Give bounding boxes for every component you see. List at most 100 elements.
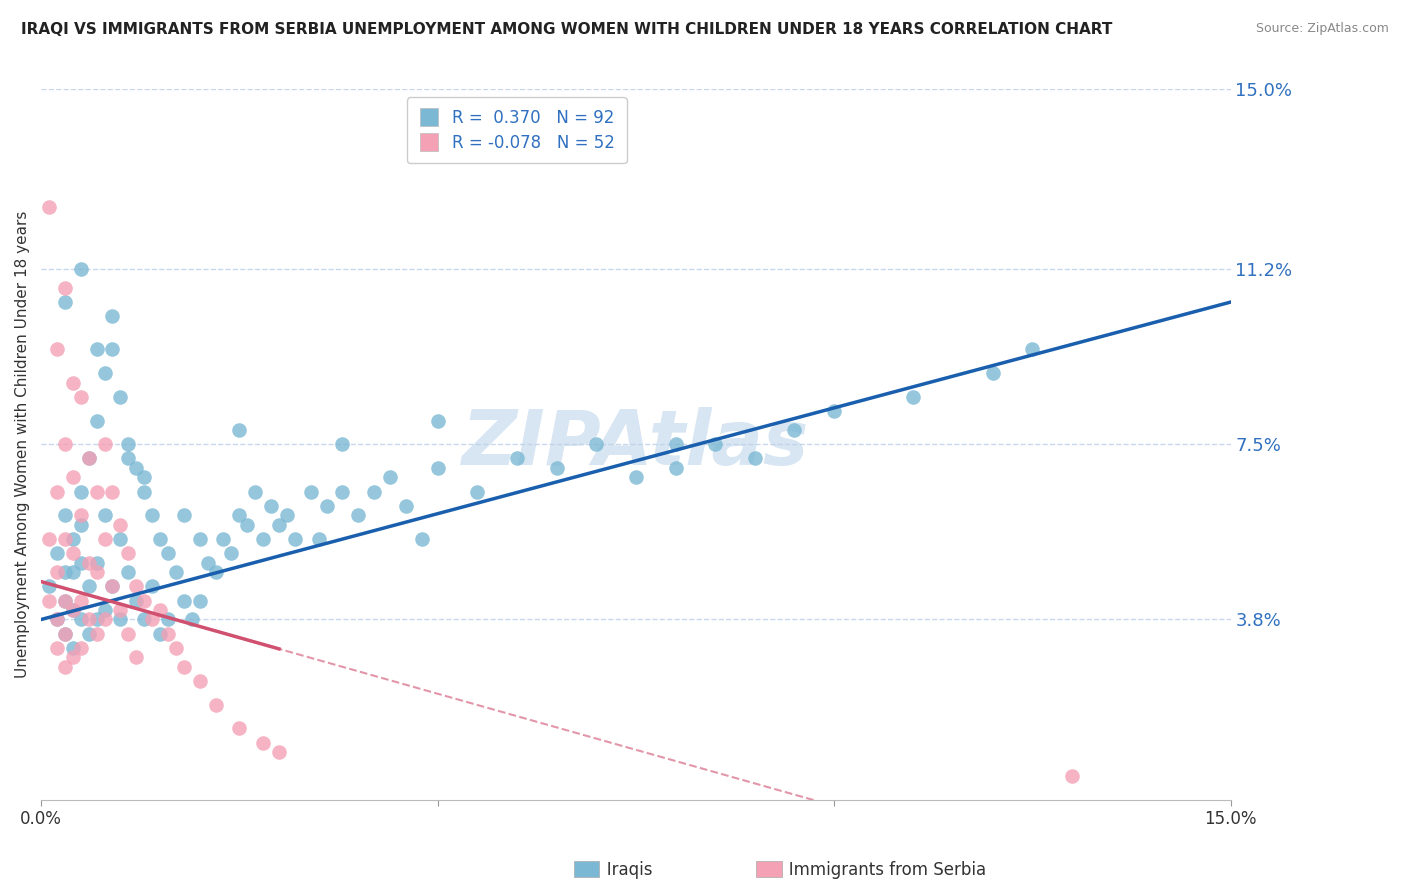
Point xyxy=(62,640,84,655)
Point xyxy=(1060,769,1083,783)
Point xyxy=(245,484,267,499)
Point xyxy=(117,546,139,560)
Point xyxy=(156,613,179,627)
Point xyxy=(308,532,330,546)
Point xyxy=(77,626,100,640)
Point xyxy=(197,556,219,570)
Point xyxy=(62,470,84,484)
Point xyxy=(117,451,139,466)
Point xyxy=(101,310,124,324)
Point xyxy=(101,579,124,593)
Point xyxy=(101,484,124,499)
Text: ZIPAtlas: ZIPAtlas xyxy=(463,408,810,481)
Point xyxy=(664,437,686,451)
Point xyxy=(228,722,250,736)
Point xyxy=(53,532,76,546)
Point xyxy=(236,517,259,532)
Point xyxy=(347,508,370,523)
Point xyxy=(46,484,69,499)
Point xyxy=(426,413,449,427)
Point xyxy=(86,484,108,499)
Point xyxy=(252,532,274,546)
Point xyxy=(363,484,385,499)
Point xyxy=(180,613,202,627)
Text: IRAQI VS IMMIGRANTS FROM SERBIA UNEMPLOYMENT AMONG WOMEN WITH CHILDREN UNDER 18 : IRAQI VS IMMIGRANTS FROM SERBIA UNEMPLOY… xyxy=(21,22,1112,37)
Point xyxy=(465,484,488,499)
Legend: R =  0.370   N = 92, R = -0.078   N = 52: R = 0.370 N = 92, R = -0.078 N = 52 xyxy=(408,97,627,163)
Point xyxy=(77,451,100,466)
Point xyxy=(46,546,69,560)
Point xyxy=(46,640,69,655)
Point xyxy=(411,532,433,546)
Point xyxy=(93,613,115,627)
Point xyxy=(585,437,607,451)
Point xyxy=(86,413,108,427)
Point xyxy=(165,565,187,579)
Point xyxy=(69,508,91,523)
Point xyxy=(93,437,115,451)
Point xyxy=(134,484,156,499)
Point xyxy=(546,461,568,475)
Point xyxy=(110,603,132,617)
Point xyxy=(110,532,132,546)
Point xyxy=(69,484,91,499)
Point xyxy=(53,508,76,523)
Point xyxy=(110,517,132,532)
Point xyxy=(664,461,686,475)
Point xyxy=(156,626,179,640)
Point xyxy=(173,660,195,674)
Point xyxy=(62,546,84,560)
Point xyxy=(1021,343,1043,357)
Point xyxy=(149,626,172,640)
Point xyxy=(117,565,139,579)
Point xyxy=(188,593,211,607)
Point xyxy=(260,499,283,513)
Point xyxy=(299,484,322,499)
Point xyxy=(53,593,76,607)
Point xyxy=(69,517,91,532)
Point xyxy=(506,451,529,466)
Point xyxy=(267,517,290,532)
Point xyxy=(783,423,806,437)
Point xyxy=(276,508,298,523)
Point xyxy=(77,613,100,627)
Point xyxy=(62,376,84,390)
Point xyxy=(125,461,148,475)
Point xyxy=(93,532,115,546)
Point xyxy=(77,556,100,570)
Point xyxy=(53,565,76,579)
Point xyxy=(173,508,195,523)
Point xyxy=(53,626,76,640)
Point xyxy=(53,281,76,295)
Point xyxy=(903,390,925,404)
Point xyxy=(141,613,163,627)
Point xyxy=(93,508,115,523)
Point xyxy=(204,698,226,712)
Point xyxy=(62,565,84,579)
Point xyxy=(332,437,354,451)
Point xyxy=(53,295,76,310)
Point xyxy=(228,423,250,437)
Point xyxy=(284,532,307,546)
Point xyxy=(77,451,100,466)
Point xyxy=(69,613,91,627)
Point xyxy=(188,532,211,546)
Point xyxy=(62,603,84,617)
Point xyxy=(62,603,84,617)
Point xyxy=(315,499,337,513)
Point xyxy=(134,613,156,627)
Point xyxy=(165,640,187,655)
Point xyxy=(46,565,69,579)
Point xyxy=(110,390,132,404)
Point xyxy=(188,674,211,689)
Point xyxy=(86,556,108,570)
Point xyxy=(93,603,115,617)
Point xyxy=(332,484,354,499)
Point xyxy=(134,470,156,484)
Text: Immigrants from Serbia: Immigrants from Serbia xyxy=(773,861,987,879)
Point xyxy=(53,593,76,607)
Point xyxy=(69,640,91,655)
Point xyxy=(149,603,172,617)
Point xyxy=(378,470,401,484)
Point xyxy=(141,508,163,523)
